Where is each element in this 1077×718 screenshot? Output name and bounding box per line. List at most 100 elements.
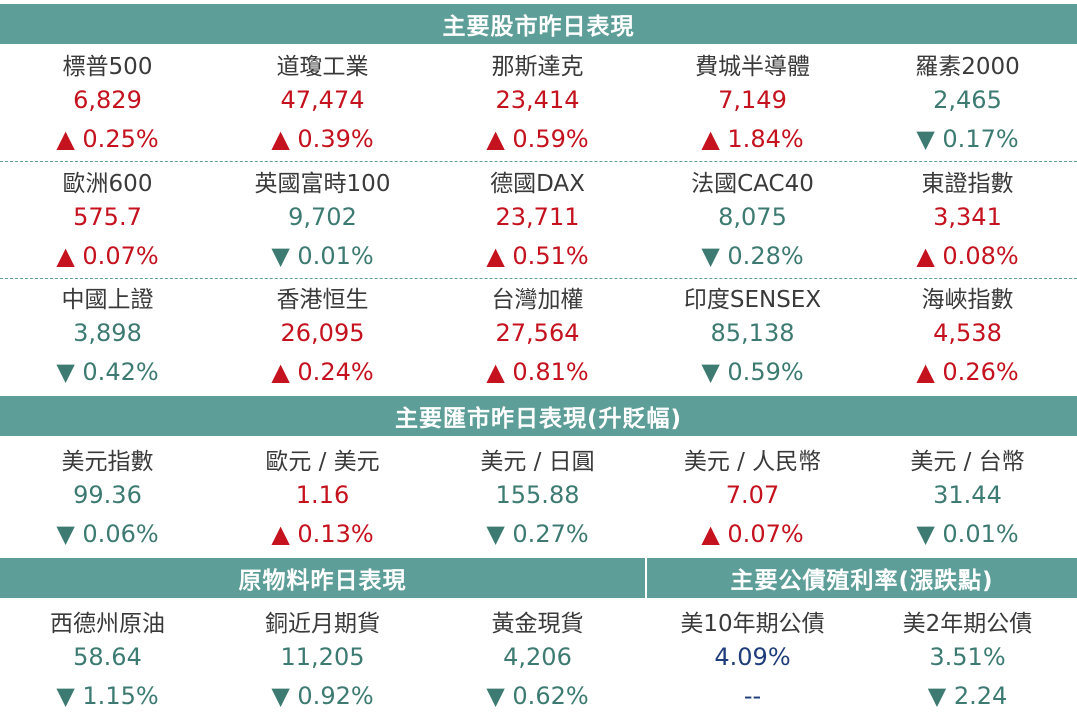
quote-value: 26,095 [280,319,365,347]
quote-value: 6,829 [73,86,142,114]
fx-header: 主要匯市昨日表現(升貶幅) [0,396,1077,436]
quote-name: 法國CAC40 [691,171,814,197]
bonds-title: 主要公債殖利率(漲跌點) [730,568,994,594]
fx-title: 主要匯市昨日表現(升貶幅) [394,406,683,432]
quote-cell: 道瓊工業 47,474 ▲ 0.39% [215,44,430,161]
quote-name: 道瓊工業 [276,54,369,80]
quote-value: 4,206 [503,643,572,671]
quote-cell: 東證指數 3,341 ▲ 0.08% [860,161,1075,278]
stocks-header: 主要股市昨日表現 [0,4,1077,44]
quote-name: 美元 / 人民幣 [683,449,822,475]
quote-change: ▲ 0.07% [56,242,159,270]
quote-value: 3,898 [73,319,142,347]
quote-name: 東證指數 [921,171,1014,197]
quote-cell: 香港恒生 26,095 ▲ 0.24% [215,277,430,394]
quote-value: 8,075 [718,203,787,231]
quote-name: 標普500 [62,54,153,80]
quote-value: 3,341 [933,203,1002,231]
quote-value: 85,138 [710,319,795,347]
quote-value: 4.09% [714,643,791,671]
quote-cell: 歐洲600 575.7 ▲ 0.07% [0,161,215,278]
quote-name: 美元指數 [61,449,154,475]
quote-change: ▼ 0.42% [56,358,159,386]
quote-change: ▲ 0.51% [486,242,589,270]
quote-cell: 德國DAX 23,711 ▲ 0.51% [430,161,645,278]
quote-value: 7.07 [725,481,780,509]
quote-value: 7,149 [718,86,787,114]
row-divider [0,278,1077,279]
quote-change: ▲ 0.81% [486,358,589,386]
quote-cell: 美2年期公債 3.51% ▼ 2.24 [860,601,1075,718]
quote-value: 4,538 [933,319,1002,347]
quote-cell: 西德州原油 58.64 ▼ 1.15% [0,601,215,718]
quote-change: ▼ 0.92% [271,682,374,710]
row-divider [0,161,1077,162]
quote-change: ▼ 0.01% [916,520,1019,548]
quote-change: ▼ 0.62% [486,682,589,710]
quote-change: ▼ 0.17% [916,125,1019,153]
quote-cell: 印度SENSEX 85,138 ▼ 0.59% [645,277,860,394]
quote-cell: 美元指數 99.36 ▼ 0.06% [0,439,215,556]
quote-change: ▲ 0.24% [271,358,374,386]
quote-name: 銅近月期貨 [265,611,380,637]
quote-cell: 歐元 / 美元 1.16 ▲ 0.13% [215,439,430,556]
quote-change: ▲ 1.84% [701,125,804,153]
quote-change: ▲ 0.13% [271,520,374,548]
stocks-row-2: 歐洲600 575.7 ▲ 0.07% 英國富時100 9,702 ▼ 0.01… [0,161,1077,278]
stocks-row-3: 中國上證 3,898 ▼ 0.42% 香港恒生 26,095 ▲ 0.24% 台… [0,277,1077,394]
commodities-header: 原物料昨日表現 [0,558,645,598]
quote-change: ▲ 0.26% [916,358,1019,386]
quote-value: 58.64 [73,643,142,671]
quote-name: 美元 / 日圓 [480,449,595,475]
quote-name: 台灣加權 [491,287,584,313]
quote-change: ▼ 2.24 [927,682,1008,710]
quote-name: 費城半導體 [695,54,810,80]
quote-cell: 美元 / 台幣 31.44 ▼ 0.01% [860,439,1075,556]
commodities-title: 原物料昨日表現 [238,568,407,594]
quote-change: -- [743,682,762,710]
quote-change: ▼ 0.28% [701,242,804,270]
quote-cell: 中國上證 3,898 ▼ 0.42% [0,277,215,394]
quote-value: 9,702 [288,203,357,231]
quote-cell: 台灣加權 27,564 ▲ 0.81% [430,277,645,394]
quote-change: ▼ 0.59% [701,358,804,386]
quote-name: 美2年期公債 [902,611,1033,637]
commodities-bonds-row: 西德州原油 58.64 ▼ 1.15% 銅近月期貨 11,205 ▼ 0.92%… [0,601,1077,718]
quote-value: 1.16 [295,481,350,509]
quote-change: ▼ 0.01% [271,242,374,270]
quote-value: 2,465 [933,86,1002,114]
quote-change: ▼ 1.15% [56,682,159,710]
quote-name: 海峽指數 [921,287,1014,313]
quote-value: 3.51% [929,643,1006,671]
quote-name: 那斯達克 [491,54,584,80]
quote-value: 23,711 [495,203,580,231]
fx-row: 美元指數 99.36 ▼ 0.06% 歐元 / 美元 1.16 ▲ 0.13% … [0,439,1077,556]
quote-change: ▼ 0.06% [56,520,159,548]
quote-name: 羅素2000 [915,54,1020,80]
quote-value: 47,474 [280,86,365,114]
quote-cell: 黃金現貨 4,206 ▼ 0.62% [430,601,645,718]
quote-value: 31.44 [933,481,1002,509]
quote-name: 德國DAX [490,171,585,197]
stocks-row-1: 標普500 6,829 ▲ 0.25% 道瓊工業 47,474 ▲ 0.39% … [0,44,1077,161]
quote-name: 印度SENSEX [683,287,822,313]
quote-value: 27,564 [495,319,580,347]
quote-cell: 銅近月期貨 11,205 ▼ 0.92% [215,601,430,718]
quote-cell: 英國富時100 9,702 ▼ 0.01% [215,161,430,278]
quote-cell: 美元 / 日圓 155.88 ▼ 0.27% [430,439,645,556]
quote-cell: 美元 / 人民幣 7.07 ▲ 0.07% [645,439,860,556]
quote-change: ▲ 0.39% [271,125,374,153]
quote-cell: 法國CAC40 8,075 ▼ 0.28% [645,161,860,278]
quote-value: 575.7 [73,203,142,231]
quote-cell: 海峽指數 4,538 ▲ 0.26% [860,277,1075,394]
quote-name: 黃金現貨 [491,611,584,637]
quote-cell: 那斯達克 23,414 ▲ 0.59% [430,44,645,161]
quote-change: ▲ 0.59% [486,125,589,153]
stocks-title: 主要股市昨日表現 [442,14,635,40]
quote-change: ▲ 0.08% [916,242,1019,270]
quote-value: 11,205 [280,643,365,671]
quote-cell: 標普500 6,829 ▲ 0.25% [0,44,215,161]
quote-name: 美10年期公債 [680,611,825,637]
quote-name: 歐元 / 美元 [265,449,380,475]
